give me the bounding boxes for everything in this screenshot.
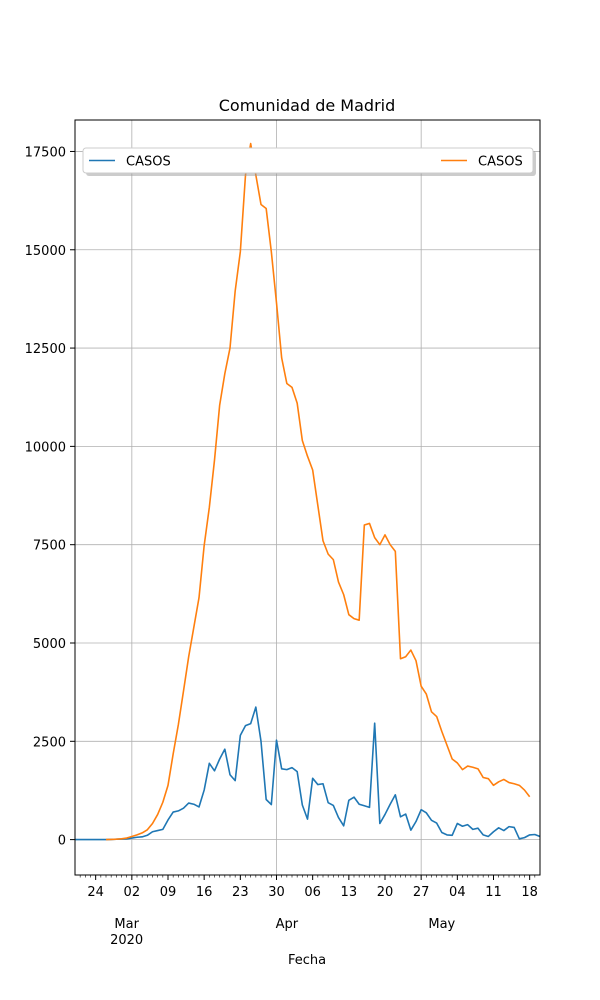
y-tick-label: 12500 [25,342,66,357]
x-month-label: May [428,917,455,932]
axis-ticks: 0 2500 5000 7500 10000 12500 15000 17500 24 02 09 1… [25,145,538,948]
x-tick-label: 24 [87,885,104,900]
y-tick-label: 10000 [25,440,66,455]
x-tick-label: 06 [304,885,321,900]
y-tick-label: 17500 [25,145,66,160]
x-tick-label: 18 [521,885,538,900]
x-tick-label: 23 [232,885,249,900]
x-tick-label: 27 [413,885,430,900]
x-tick-label: 11 [485,885,502,900]
x-month-label: Mar [114,917,139,932]
x-month-label: Apr [276,917,299,932]
legend-label: CASOS [126,155,171,170]
y-tick-label: 15000 [25,244,66,259]
x-axis-label: Fecha [288,953,326,968]
legend-label: CASOS [478,155,523,170]
y-tick-label: 0 [58,834,66,849]
y-tick-label: 2500 [33,735,66,750]
x-tick-label: 04 [449,885,466,900]
legend: CASOS CASOS [82,147,536,176]
x-tick-label: 30 [268,885,285,900]
x-tick-label: 09 [160,885,177,900]
x-tick-label: 20 [377,885,394,900]
series-lines [75,142,540,841]
series-line-1 [75,706,540,841]
chart-title: Comunidad de Madrid [219,96,396,115]
x-tick-label: 16 [196,885,213,900]
x-year-label: 2020 [110,933,143,948]
y-tick-label: 5000 [33,637,66,652]
x-tick-label: 02 [124,885,141,900]
x-tick-label: 13 [341,885,358,900]
legend-box [82,147,534,174]
series-line-2 [105,142,531,841]
y-tick-label: 7500 [33,539,66,554]
